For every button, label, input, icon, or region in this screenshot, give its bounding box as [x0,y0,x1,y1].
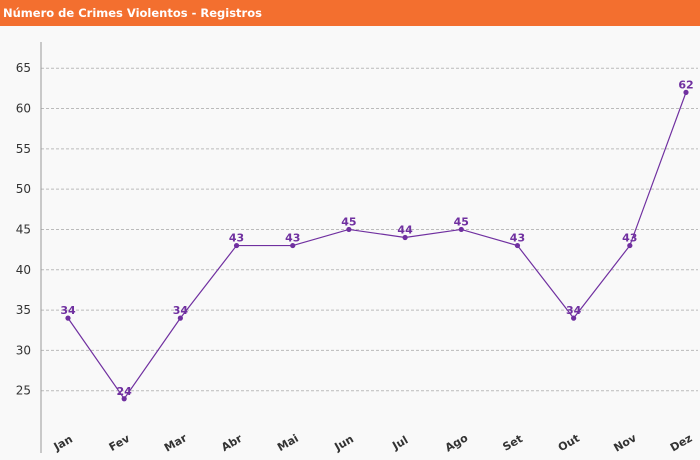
x-tick-label: Out [556,432,582,454]
grid-lines [41,67,698,392]
y-axis-tick-labels: 25 30 35 40 45 50 55 60 65 [16,61,31,398]
chart-header: Número de Crimes Violentos - Registros [0,0,700,26]
y-tick-label: 35 [16,303,31,317]
data-point [233,242,240,249]
x-axis-tick-labels: Jan Fev Mar Abr Mai Jun Jul Ago Set Out Nov Dez [51,431,695,455]
data-label: 24 [117,385,133,398]
data-labels: 34 24 34 43 43 45 44 45 43 34 43 62 [60,78,693,397]
data-point [65,315,71,321]
y-tick-label: 40 [16,263,31,277]
y-tick-label: 65 [16,61,31,75]
y-tick-label: 55 [16,142,31,156]
chart-area: 25 30 35 40 45 50 55 60 65 Jan Fev Mar Abr Mai Jun Jul… [0,26,700,460]
x-tick-label: Mai [275,432,301,454]
x-tick-label: Ago [443,431,471,454]
data-point [514,242,521,249]
y-tick-label: 50 [16,182,31,196]
chart-title: Número de Crimes Violentos - Registros [3,6,262,20]
data-label: 45 [341,215,356,228]
x-tick-label: Nov [611,431,639,455]
y-tick-label: 45 [16,222,31,236]
data-point [346,226,352,233]
x-tick-label: Jun [331,432,355,454]
data-label: 43 [622,232,637,245]
y-tick-label: 25 [16,384,31,398]
x-tick-label: Jan [51,432,75,453]
data-point [627,242,633,249]
line-chart: 25 30 35 40 45 50 55 60 65 Jan Fev Mar Abr Mai Jun Jul… [16,42,698,455]
data-label: 43 [285,232,300,245]
y-tick-label: 60 [16,102,31,116]
x-tick-label: Abr [219,432,245,454]
x-tick-label: Mar [162,431,190,454]
data-point [458,226,464,233]
data-point [290,242,296,249]
data-label: 43 [229,232,244,245]
data-label: 62 [678,78,693,91]
series-line [67,92,687,400]
x-tick-label: Dez [668,432,694,455]
y-tick-label: 30 [16,343,31,357]
data-label: 34 [173,304,189,317]
data-label: 44 [397,224,413,237]
data-label: 43 [510,232,525,245]
data-point [177,315,183,321]
data-points [65,89,689,402]
x-tick-label: Set [501,432,525,454]
data-point [683,89,689,95]
series-line-group [67,92,687,400]
x-tick-label: Fev [107,432,133,455]
data-label: 34 [60,304,76,317]
data-point [571,315,577,321]
x-tick-label: Jul [389,433,410,453]
data-point [402,234,408,241]
data-label: 45 [454,215,469,228]
data-label: 34 [566,304,582,317]
data-point [121,396,127,402]
